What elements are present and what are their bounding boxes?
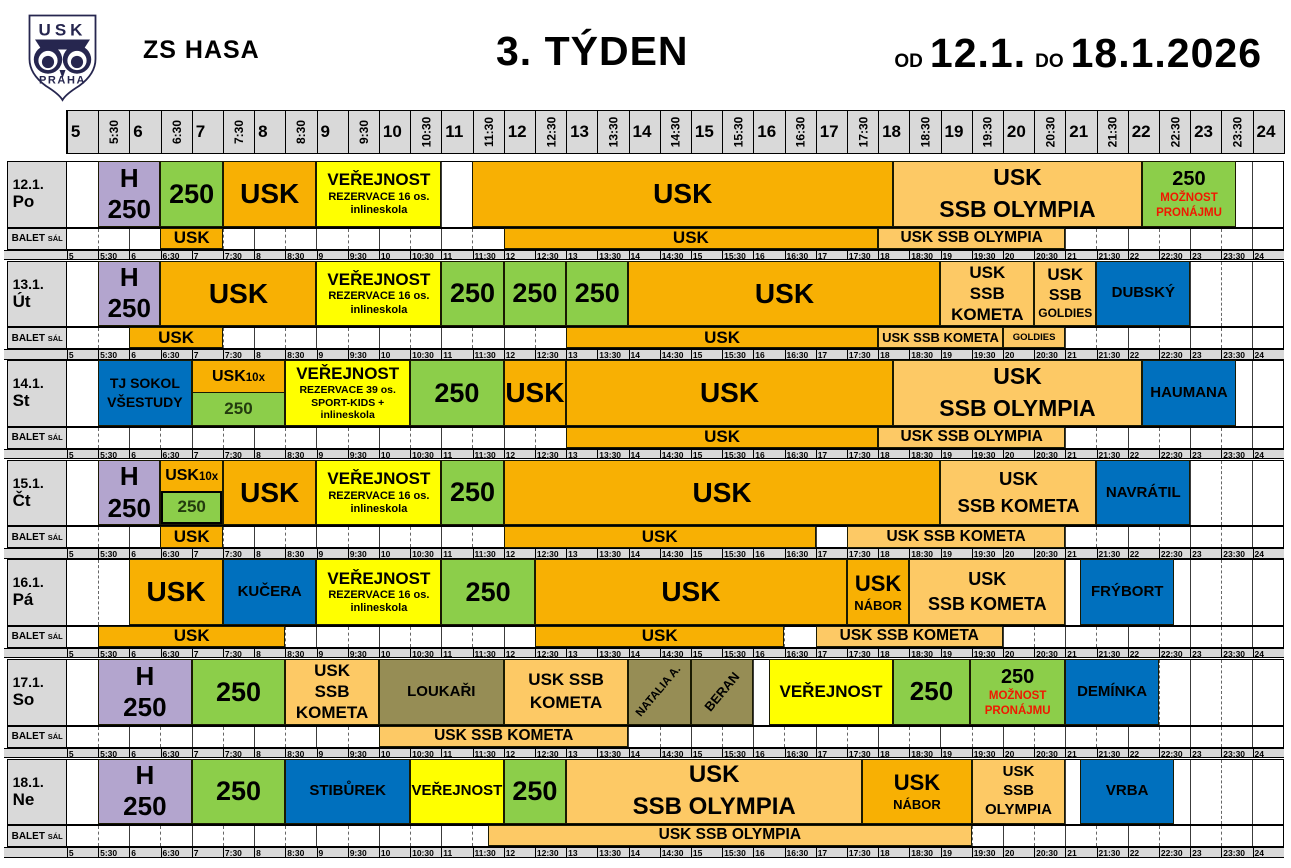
svg-text:USK: USK [39, 21, 87, 40]
svg-text:PRAHA: PRAHA [39, 75, 86, 87]
